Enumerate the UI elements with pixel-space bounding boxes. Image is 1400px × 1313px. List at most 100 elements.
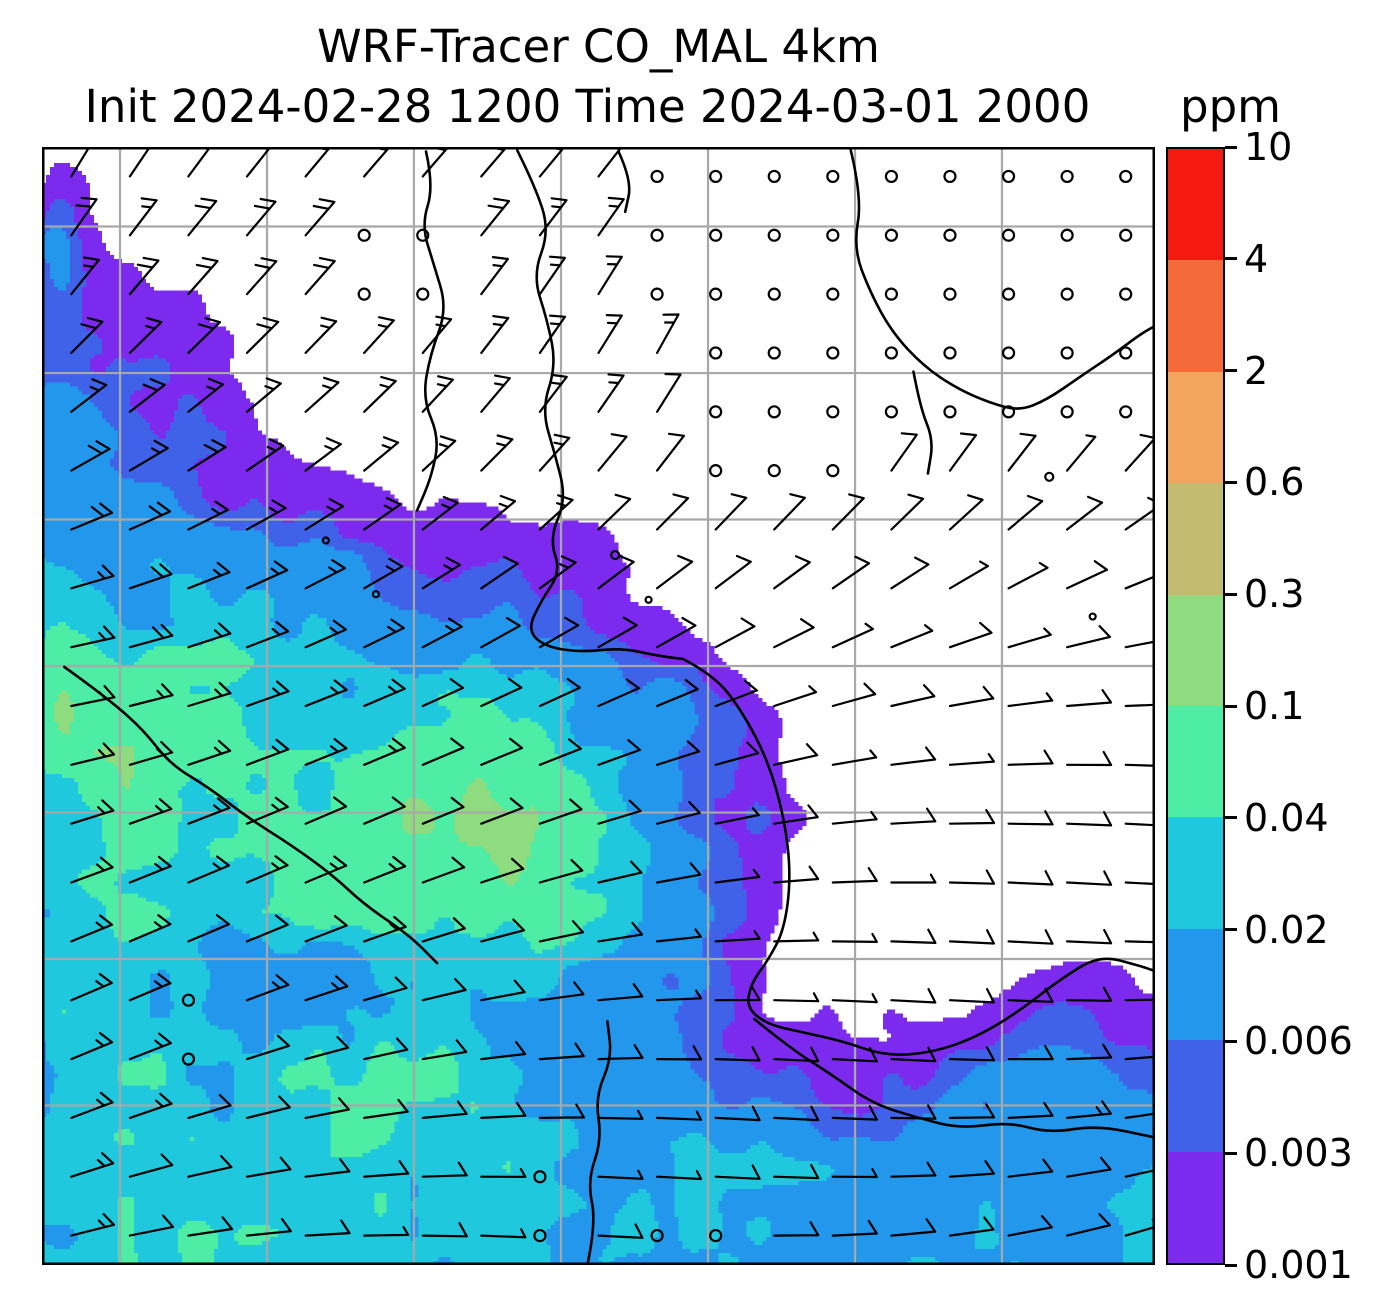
wind-barb [656, 372, 682, 413]
wind-barb [656, 801, 701, 825]
wind-barb [1124, 496, 1155, 531]
calm-wind-circle [767, 346, 781, 360]
wind-barb [1066, 495, 1104, 531]
calm-wind-circle [826, 228, 840, 242]
colorbar-segment [1168, 1040, 1223, 1152]
wind-barb [538, 314, 567, 354]
wind-barb [948, 1216, 995, 1237]
wind-barb [363, 1160, 410, 1178]
wind-barb [831, 867, 878, 884]
colorbar-tick-label: 2 [1244, 348, 1269, 393]
colorbar-tick [1225, 592, 1237, 596]
colorbar-tick-label: 0.1 [1244, 684, 1305, 728]
wind-barb [363, 557, 404, 590]
colorbar-tick-label: 4 [1244, 236, 1269, 281]
wind-barb [187, 914, 231, 943]
wind-barb [245, 316, 280, 354]
wind-barb [70, 1212, 115, 1237]
wind-barb [245, 377, 282, 413]
wind-barb [70, 625, 116, 649]
wind-barb [421, 1100, 468, 1119]
wind-barb [70, 256, 100, 296]
wind-barb [948, 869, 996, 885]
wind-barb [890, 1218, 937, 1237]
colorbar-tick [1225, 480, 1237, 484]
wind-barb [304, 738, 348, 766]
wind-barb [363, 737, 406, 766]
wind-barb [656, 1045, 703, 1061]
wind-barb [948, 1103, 996, 1119]
wind-barb [831, 749, 878, 766]
wind-barb [890, 624, 934, 649]
wind-barb [1124, 1218, 1155, 1237]
wind-barb [538, 373, 568, 413]
wind-barb [597, 314, 623, 354]
wind-barb [480, 1102, 527, 1119]
wind-barb [538, 1042, 585, 1061]
wind-barb [245, 147, 272, 178]
wind-barb [1007, 692, 1054, 708]
calm-wind-circle [1001, 228, 1016, 242]
wind-barb [363, 1226, 410, 1237]
wind-barb [948, 929, 995, 945]
wind-barb [187, 257, 219, 296]
wind-barb [245, 855, 289, 884]
wind-barb [890, 684, 936, 708]
wind-barb [1124, 575, 1155, 590]
wind-barb [948, 560, 989, 590]
calm-wind-circle [1001, 287, 1016, 301]
wind-barb [245, 438, 285, 472]
calm-wind-circle [650, 228, 664, 242]
wind-barb [363, 976, 408, 1002]
wind-barb [890, 1161, 937, 1178]
wind-barb [538, 1103, 585, 1119]
wind-barb [421, 617, 463, 649]
calm-wind-circle [826, 169, 840, 184]
wind-barb [597, 493, 632, 531]
wind-barb [128, 914, 172, 943]
wind-barb [128, 855, 172, 884]
wind-barb [480, 555, 519, 590]
wind-barb [128, 147, 152, 178]
wind-barb [304, 257, 336, 296]
wind-barb [538, 616, 580, 649]
wind-barb [1066, 1213, 1111, 1237]
wind-barb [948, 1046, 996, 1062]
wind-barb [1124, 703, 1155, 708]
calm-wind-circle [884, 287, 898, 301]
wind-barb [773, 804, 819, 825]
wind-barb [773, 865, 820, 884]
wind-barb [714, 807, 760, 825]
wind-barb [1066, 434, 1097, 472]
wind-barb [1007, 810, 1054, 826]
wind-barb [1066, 689, 1113, 708]
wind-barb [714, 741, 760, 766]
wind-barb [363, 915, 407, 943]
calm-wind-circle [826, 346, 840, 360]
calm-wind-circle [650, 1228, 664, 1243]
island-contour [371, 590, 380, 599]
wind-barb [187, 855, 231, 884]
wind-barb [421, 796, 465, 825]
colorbar-tick [1225, 1039, 1237, 1043]
wind-barb [1124, 1169, 1155, 1178]
calm-wind-circle [767, 228, 781, 242]
calm-wind-circle [826, 464, 840, 478]
wind-barb [714, 1046, 761, 1062]
colorbar-tick-label: 0.6 [1244, 460, 1305, 505]
wind-barb [773, 685, 818, 708]
wind-barb [304, 796, 348, 825]
wind-barb [1124, 433, 1155, 472]
wind-barb [421, 495, 459, 531]
wind-barb [597, 739, 641, 766]
wind-barb [304, 559, 346, 590]
wind-barb [890, 493, 925, 531]
wind-barb [538, 859, 584, 884]
wind-barb [597, 921, 644, 943]
wind-barb [70, 972, 113, 1002]
wind-barb [128, 439, 169, 472]
wind-barb [128, 1214, 175, 1237]
colorbar-tick [1225, 704, 1237, 708]
wind-barb [480, 434, 514, 472]
wind-barb [128, 798, 173, 825]
